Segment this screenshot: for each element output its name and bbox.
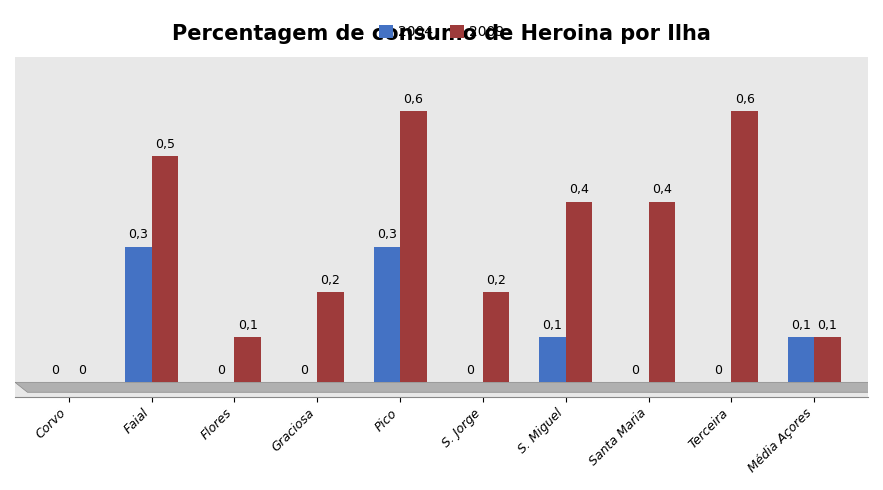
Bar: [540, 337, 566, 382]
Text: 0,6: 0,6: [735, 93, 755, 106]
Text: 0,1: 0,1: [791, 318, 811, 332]
Text: 0,2: 0,2: [321, 273, 341, 287]
Bar: [483, 292, 509, 382]
Text: 0,3: 0,3: [377, 228, 396, 242]
Text: 0,1: 0,1: [542, 318, 562, 332]
Bar: [814, 337, 841, 382]
Text: 0,5: 0,5: [155, 138, 175, 151]
Text: 0: 0: [714, 364, 722, 377]
Bar: [788, 337, 814, 382]
Text: 0: 0: [300, 364, 308, 377]
Polygon shape: [15, 382, 880, 392]
Text: 0: 0: [465, 364, 473, 377]
Text: 0: 0: [631, 364, 639, 377]
Title: Percentagem de consumo de Heroina por Ilha: Percentagem de consumo de Heroina por Il…: [172, 24, 711, 45]
Legend: 2004, 2009: 2004, 2009: [374, 20, 509, 45]
Text: 0,3: 0,3: [128, 228, 148, 242]
Bar: [648, 202, 675, 382]
Bar: [235, 337, 261, 382]
Bar: [152, 156, 178, 382]
Bar: [566, 202, 592, 382]
Bar: [374, 247, 400, 382]
Bar: [317, 292, 343, 382]
Text: 0,2: 0,2: [487, 273, 506, 287]
Text: 0,6: 0,6: [404, 93, 423, 106]
Text: 0,4: 0,4: [652, 183, 672, 196]
Text: 0: 0: [217, 364, 225, 377]
Text: 0,4: 0,4: [569, 183, 589, 196]
Text: 0,1: 0,1: [818, 318, 837, 332]
Bar: [125, 247, 152, 382]
Text: 0,1: 0,1: [238, 318, 258, 332]
Text: 0: 0: [51, 364, 59, 377]
Text: 0: 0: [78, 364, 86, 377]
Bar: [400, 111, 426, 382]
Bar: [731, 111, 758, 382]
